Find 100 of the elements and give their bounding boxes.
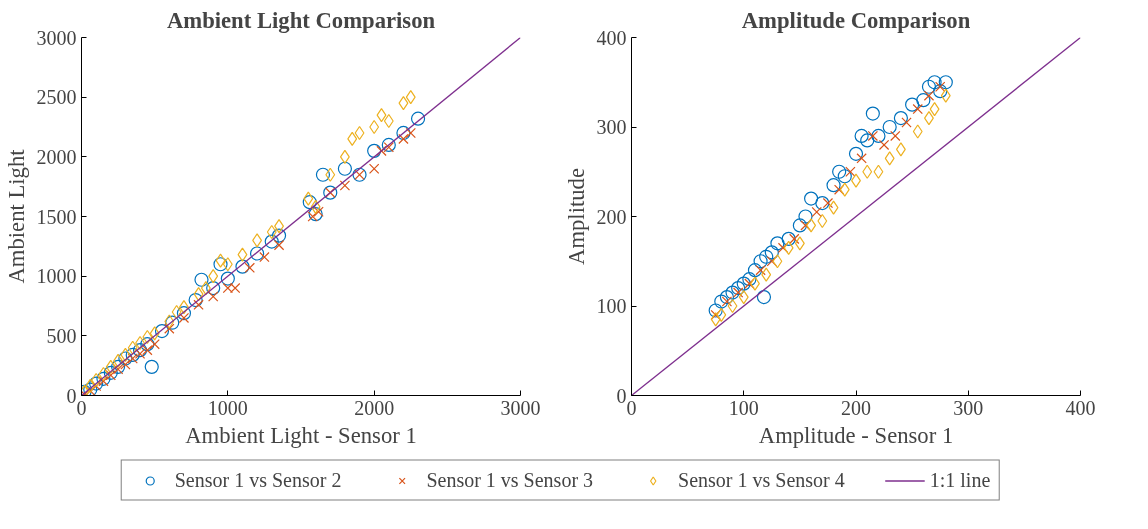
point — [368, 163, 380, 174]
point — [383, 142, 394, 153]
point — [176, 306, 192, 321]
point — [789, 233, 800, 245]
point — [200, 281, 211, 296]
point — [901, 117, 912, 128]
point — [764, 245, 779, 260]
legend-label: Sensor 1 vs Sensor 4 — [678, 468, 845, 492]
point — [806, 218, 817, 233]
point — [839, 182, 850, 197]
point — [164, 314, 175, 329]
point — [208, 269, 219, 284]
point — [103, 365, 118, 380]
point — [940, 88, 951, 103]
chart-title: Ambient Light Comparison — [166, 7, 436, 33]
point — [772, 254, 783, 269]
legend-label: 1:1 line — [929, 468, 991, 492]
point — [188, 292, 203, 308]
point — [893, 110, 908, 126]
point — [273, 239, 285, 251]
point — [832, 164, 847, 179]
point — [237, 247, 248, 262]
point — [178, 312, 190, 324]
y-tick-label: 3000 — [36, 26, 77, 49]
point — [721, 296, 733, 307]
point — [912, 103, 923, 115]
point — [798, 209, 813, 224]
point — [755, 265, 766, 276]
point — [125, 347, 140, 363]
point — [794, 236, 805, 251]
point — [142, 344, 153, 356]
point — [837, 169, 852, 184]
point — [742, 272, 757, 287]
x-tick-label: 300 — [953, 396, 984, 419]
point — [112, 364, 124, 375]
point — [890, 130, 901, 142]
point — [206, 281, 221, 296]
point — [264, 234, 279, 249]
point — [792, 218, 807, 233]
x-tick-label: 2000 — [354, 396, 395, 419]
point — [854, 128, 869, 144]
point — [144, 359, 159, 374]
point — [777, 242, 789, 254]
point — [710, 309, 721, 321]
y-tick-label: 1500 — [36, 205, 77, 228]
y-tick-label: 2000 — [36, 145, 77, 168]
point — [113, 353, 124, 368]
point — [315, 167, 331, 182]
y-tick-label: 300 — [596, 116, 627, 138]
y-tick-label: 1000 — [36, 265, 77, 288]
point — [405, 90, 416, 105]
point — [878, 139, 890, 151]
y-axis-title: Amplitude — [563, 168, 589, 265]
point — [271, 228, 287, 243]
point — [826, 178, 841, 193]
point — [761, 267, 772, 282]
legend-label: Sensor 1 vs Sensor 2 — [174, 468, 342, 492]
point — [235, 259, 250, 274]
point — [921, 79, 937, 94]
y-tick-label: 200 — [596, 205, 627, 228]
y-tick-label: 400 — [596, 26, 627, 49]
point — [833, 184, 845, 195]
point — [398, 96, 409, 111]
point — [134, 348, 146, 359]
point — [215, 253, 226, 268]
point — [929, 102, 940, 117]
point — [884, 151, 895, 166]
point — [337, 161, 352, 176]
point — [732, 287, 744, 298]
point — [105, 370, 116, 381]
point — [719, 289, 735, 305]
point — [149, 326, 160, 341]
point — [747, 263, 763, 278]
point — [118, 351, 133, 366]
point — [193, 299, 204, 310]
point — [110, 359, 126, 374]
x-tick-label: 3000 — [500, 396, 541, 419]
point — [828, 200, 839, 215]
point — [313, 206, 324, 217]
point — [259, 251, 270, 263]
point — [376, 145, 387, 157]
y-tick-label: 100 — [596, 295, 627, 317]
point — [165, 315, 180, 330]
point — [252, 233, 263, 248]
point — [398, 133, 409, 145]
point — [325, 167, 336, 182]
point — [213, 257, 228, 272]
point — [873, 164, 884, 179]
point — [753, 254, 768, 269]
point — [871, 128, 886, 144]
point — [923, 90, 935, 101]
point — [98, 375, 109, 387]
point — [804, 191, 819, 206]
point — [208, 291, 219, 302]
point — [912, 124, 923, 139]
point — [845, 166, 856, 177]
point — [105, 359, 116, 374]
y-tick-label: 500 — [46, 324, 77, 347]
point — [736, 276, 751, 291]
point — [132, 343, 148, 358]
